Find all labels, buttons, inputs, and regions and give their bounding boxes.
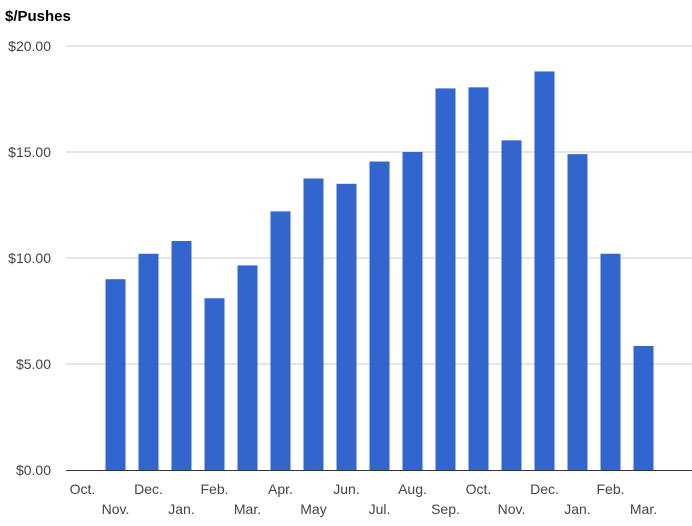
chart-title: $/Pushes xyxy=(5,8,71,25)
bar xyxy=(534,71,555,470)
y-tick-label: $15.00 xyxy=(8,144,51,160)
bar xyxy=(237,265,258,470)
bar xyxy=(600,253,621,470)
x-tick-label: Sep. xyxy=(431,501,460,517)
x-tick-label: Mar. xyxy=(234,501,261,517)
y-tick-label: $5.00 xyxy=(16,356,51,372)
x-tick-label: Jun. xyxy=(333,481,359,497)
bar xyxy=(501,140,522,470)
x-tick-label: Feb. xyxy=(200,481,228,497)
x-tick-label: Apr. xyxy=(268,481,293,497)
y-tick-label: $0.00 xyxy=(16,462,51,478)
bar xyxy=(435,88,456,471)
bar xyxy=(369,161,390,471)
bar xyxy=(633,345,654,470)
x-tick-label: Dec. xyxy=(530,481,559,497)
x-tick-label: Jan. xyxy=(168,501,194,517)
x-axis-tick-labels: Oct.Nov.Dec.Jan.Feb.Mar.Apr.MayJun.Jul.A… xyxy=(70,481,657,517)
x-tick-label: Oct. xyxy=(70,481,96,497)
x-tick-label: Mar. xyxy=(630,501,657,517)
x-tick-label: Jul. xyxy=(369,501,391,517)
bar xyxy=(303,178,324,470)
x-tick-label: Nov. xyxy=(498,501,526,517)
bar xyxy=(567,154,588,470)
bar xyxy=(270,211,291,471)
bars xyxy=(105,71,654,471)
bar xyxy=(171,241,192,470)
y-axis-tick-labels: $0.00 $5.00 $10.00 $15.00 $20.00 xyxy=(8,38,51,478)
x-tick-label: Jan. xyxy=(564,501,590,517)
bar xyxy=(105,279,126,470)
bar xyxy=(402,152,423,470)
x-tick-label: May xyxy=(300,501,326,517)
x-tick-label: Oct. xyxy=(466,481,492,497)
y-tick-label: $20.00 xyxy=(8,38,51,54)
x-tick-label: Dec. xyxy=(134,481,163,497)
x-tick-label: Aug. xyxy=(398,481,427,497)
bar xyxy=(204,298,225,470)
y-tick-label: $10.00 xyxy=(8,250,51,266)
bar xyxy=(336,183,357,471)
x-tick-label: Feb. xyxy=(596,481,624,497)
bar xyxy=(138,253,159,470)
bar xyxy=(468,87,489,470)
x-tick-label: Nov. xyxy=(102,501,130,517)
